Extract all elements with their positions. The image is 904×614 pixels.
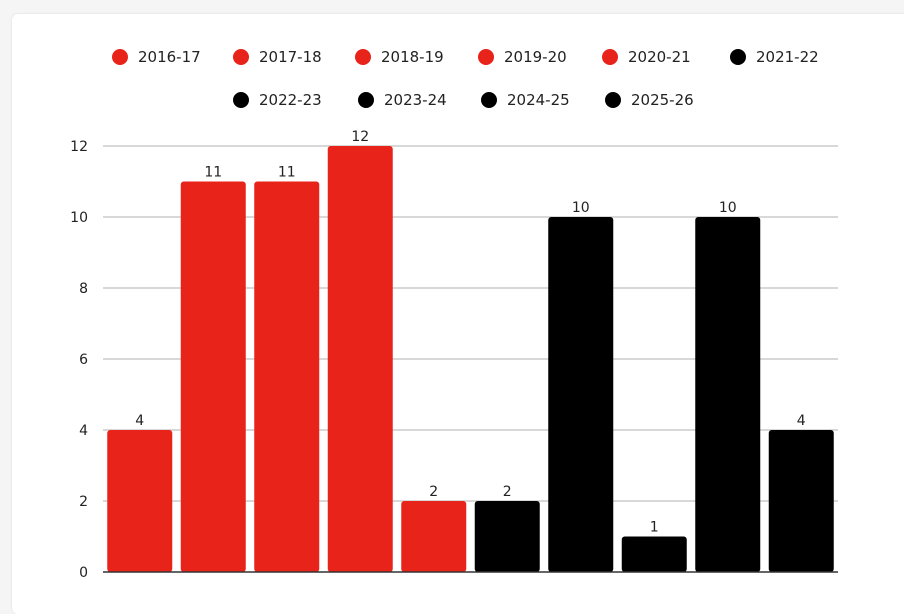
legend-swatch (602, 49, 618, 65)
data-label: 2 (429, 484, 438, 500)
y-tick-label: 0 (79, 565, 88, 581)
bar-2024-25 (695, 217, 761, 572)
bar-2020-21 (401, 501, 467, 572)
legend-label: 2017-18 (259, 48, 322, 66)
y-axis: 0 2 4 6 8 10 12 (70, 139, 88, 581)
legend-swatch (358, 92, 374, 108)
bar-2025-26 (768, 430, 834, 572)
legend: 2016-17 2017-18 2018-19 2019-20 2020-21 2021-… (112, 48, 819, 109)
legend-swatch (605, 92, 621, 108)
legend-label: 2020-21 (628, 48, 691, 66)
bar-2019-20 (327, 146, 393, 572)
legend-label: 2024-25 (507, 91, 570, 109)
legend-swatch (233, 92, 249, 108)
data-label: 11 (278, 165, 296, 181)
legend-label: 2025-26 (631, 91, 694, 109)
y-tick-label: 8 (79, 281, 88, 297)
data-label: 4 (135, 413, 144, 429)
legend-label: 2021-22 (756, 48, 819, 66)
data-label: 11 (204, 165, 222, 181)
data-label: 10 (719, 200, 737, 216)
y-tick-label: 12 (70, 139, 88, 155)
legend-label: 2016-17 (138, 48, 201, 66)
data-label: 2 (503, 484, 512, 500)
data-label: 4 (797, 413, 806, 429)
y-tick-label: 4 (79, 423, 88, 439)
legend-swatch (112, 49, 128, 65)
bar-2018-19 (254, 181, 320, 572)
legend-swatch (233, 49, 249, 65)
legend-label: 2022-23 (259, 91, 322, 109)
legend-label: 2019-20 (504, 48, 567, 66)
legend-label: 2018-19 (381, 48, 444, 66)
bar-2023-24 (621, 536, 687, 572)
bar-2022-23 (548, 217, 614, 572)
bar-2017-18 (180, 181, 246, 572)
y-tick-label: 10 (70, 210, 88, 226)
bar-2021-22 (474, 501, 540, 572)
data-label: 12 (351, 129, 369, 145)
legend-swatch (730, 49, 746, 65)
legend-label: 2023-24 (384, 91, 447, 109)
data-label: 1 (650, 520, 659, 536)
y-tick-label: 2 (79, 494, 88, 510)
bars (107, 146, 834, 572)
legend-swatch (481, 92, 497, 108)
bar-2016-17 (107, 430, 173, 572)
y-tick-label: 6 (79, 352, 88, 368)
data-label: 10 (572, 200, 590, 216)
legend-swatch (355, 49, 371, 65)
data-labels: 4 11 11 12 2 2 10 1 10 4 (135, 129, 806, 536)
legend-swatch (478, 49, 494, 65)
